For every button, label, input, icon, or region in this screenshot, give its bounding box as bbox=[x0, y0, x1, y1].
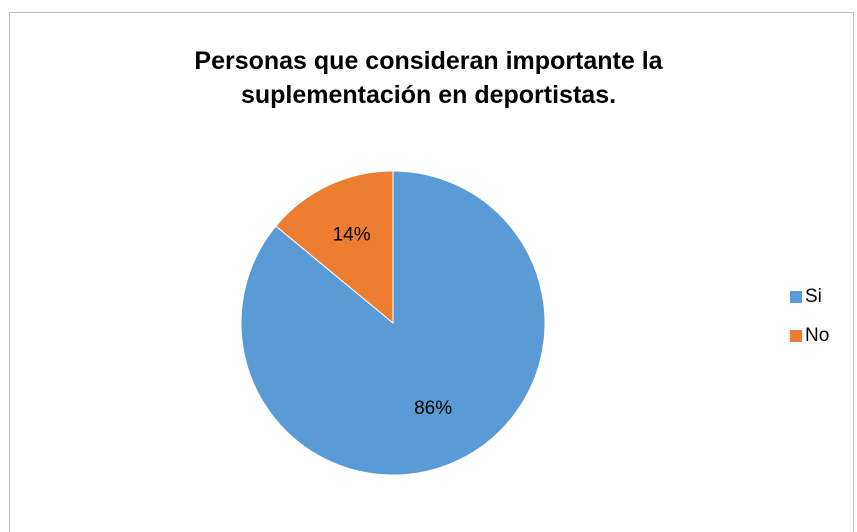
data-label-no: 14% bbox=[333, 224, 371, 245]
pie-slice-si bbox=[240, 170, 546, 476]
chart-title-line-1: Personas que consideran importante la bbox=[194, 47, 663, 75]
chart-title: Personas que consideran importante la su… bbox=[0, 44, 857, 112]
legend-swatch-si bbox=[790, 290, 802, 303]
legend-item-no: No bbox=[790, 323, 829, 348]
pie-slice-no bbox=[275, 170, 394, 325]
legend: Si No bbox=[790, 284, 829, 362]
legend-swatch-no bbox=[790, 329, 802, 342]
legend-label-si: Si bbox=[805, 285, 822, 307]
legend-label-no: No bbox=[805, 324, 830, 346]
chart-title-line-2: suplementación en deportistas. bbox=[240, 81, 617, 109]
data-label-si: 86% bbox=[414, 398, 452, 419]
pie-chart: 86% 14% bbox=[240, 170, 546, 476]
legend-item-si: Si bbox=[790, 284, 829, 309]
